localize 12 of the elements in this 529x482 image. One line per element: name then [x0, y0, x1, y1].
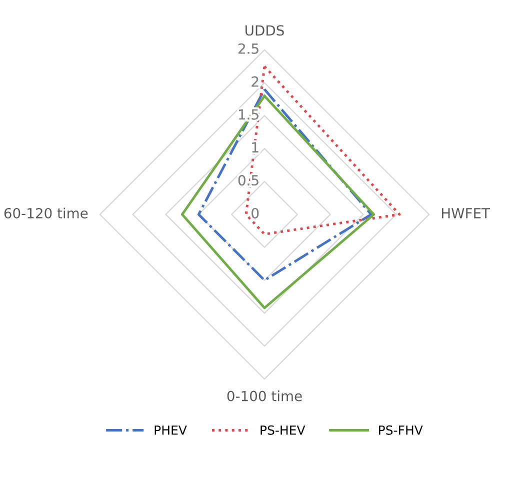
spoke-label: HWFET — [442, 208, 490, 218]
y-tick-label: 1 — [252, 142, 258, 152]
y-tick-label: 0.5 — [238, 175, 258, 186]
spoke-label: UDDS — [246, 25, 284, 36]
spoke-label: 0-100 time — [227, 390, 302, 402]
legend-label: PS-FHV — [379, 425, 423, 435]
legend-label: PS-HEV — [260, 425, 306, 435]
y-tick-label: 2 — [252, 76, 258, 87]
spoke-label: 60-120 time — [4, 208, 88, 218]
y-tick-label: 2.5 — [238, 43, 258, 54]
y-tick-label: 0 — [252, 208, 259, 218]
legend-label: PHEV — [154, 426, 187, 435]
